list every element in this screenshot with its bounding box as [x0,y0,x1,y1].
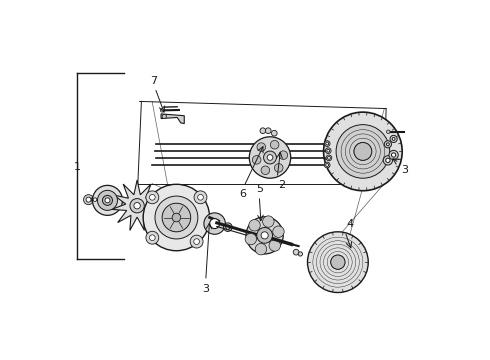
Circle shape [293,249,299,255]
Circle shape [274,163,283,172]
Circle shape [155,196,198,239]
Circle shape [390,135,397,143]
Circle shape [190,235,203,248]
Circle shape [264,151,276,164]
Circle shape [105,198,110,203]
Text: 3: 3 [401,165,408,175]
Polygon shape [112,180,163,230]
Polygon shape [161,114,184,123]
Circle shape [325,148,331,154]
Circle shape [271,130,277,136]
Circle shape [246,217,283,254]
Circle shape [261,232,268,239]
Circle shape [93,198,97,202]
Circle shape [86,197,91,202]
Circle shape [102,195,113,205]
Circle shape [386,158,390,162]
Circle shape [98,190,118,210]
Circle shape [172,213,181,222]
Circle shape [354,143,372,160]
Circle shape [387,130,390,134]
Circle shape [83,195,94,204]
Circle shape [270,140,279,149]
Circle shape [326,142,329,145]
Circle shape [331,255,345,269]
Circle shape [324,141,330,147]
Circle shape [260,128,266,134]
Circle shape [93,185,122,215]
Circle shape [392,153,396,157]
Circle shape [267,155,273,160]
Circle shape [223,223,232,231]
Text: 4: 4 [346,219,353,229]
Text: 6: 6 [239,189,246,199]
Circle shape [143,184,210,251]
Circle shape [336,125,390,178]
Circle shape [323,112,402,191]
Circle shape [249,220,260,231]
Circle shape [298,252,302,256]
Circle shape [257,143,266,152]
Circle shape [149,194,155,200]
Text: 7: 7 [150,76,157,86]
Circle shape [204,213,225,234]
Circle shape [389,150,398,159]
Text: 3: 3 [202,284,209,294]
Circle shape [327,149,330,152]
Circle shape [257,228,272,243]
Circle shape [383,156,392,165]
Circle shape [263,216,274,227]
Circle shape [326,163,329,166]
Circle shape [134,203,140,209]
Text: 2: 2 [278,180,285,190]
Circle shape [245,233,257,245]
Circle shape [194,191,207,204]
Circle shape [92,196,98,203]
Circle shape [266,128,271,134]
Circle shape [162,203,191,232]
Circle shape [252,156,261,164]
Circle shape [146,231,159,244]
Circle shape [273,226,284,237]
Circle shape [279,151,288,159]
Circle shape [249,137,291,178]
Circle shape [384,141,392,148]
Circle shape [327,157,330,159]
Circle shape [308,232,368,293]
Circle shape [194,239,199,244]
Circle shape [326,155,332,161]
Circle shape [162,114,167,118]
Circle shape [160,109,164,112]
Circle shape [261,166,270,175]
Circle shape [210,219,220,229]
Circle shape [269,240,280,251]
Circle shape [324,162,330,168]
Circle shape [226,225,230,229]
Circle shape [392,138,395,140]
Circle shape [146,191,159,204]
Circle shape [149,235,155,240]
Text: 5: 5 [256,184,263,194]
Circle shape [255,243,267,255]
Circle shape [130,199,144,213]
Circle shape [387,143,390,146]
Text: 1: 1 [74,162,80,172]
Circle shape [197,194,203,200]
